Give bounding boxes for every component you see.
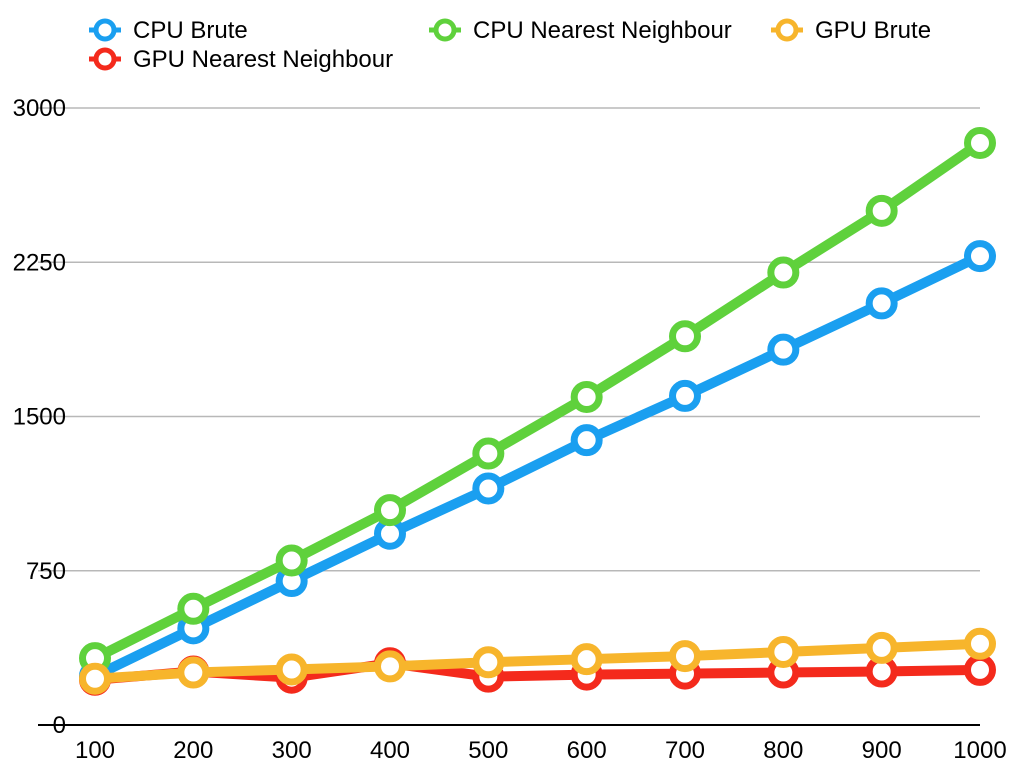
data-point	[767, 256, 800, 289]
data-point	[669, 640, 701, 673]
legend-item: CPU Brute	[89, 17, 248, 44]
data-point	[472, 437, 505, 470]
legend-label: CPU Nearest Neighbour	[473, 17, 732, 44]
series-cpu-nearest-neighbour	[79, 126, 996, 675]
data-point	[767, 333, 800, 366]
legend-label: GPU Nearest Neighbour	[133, 46, 393, 73]
data-point	[767, 635, 800, 668]
data-point	[570, 380, 603, 413]
data-point	[275, 653, 308, 686]
legend-marker	[93, 18, 117, 42]
data-point	[177, 592, 210, 625]
series-line	[90, 137, 985, 664]
x-tick-label: 800	[763, 737, 803, 764]
data-point	[865, 631, 898, 664]
series-lines	[79, 126, 996, 696]
data-point	[964, 126, 996, 159]
legend-label: CPU Brute	[133, 17, 248, 44]
data-point	[570, 424, 603, 457]
series-line	[90, 638, 985, 684]
x-tick-label: 700	[665, 737, 705, 764]
legend-item: GPU Brute	[771, 17, 931, 44]
y-axis-tick-labels: 0 750 1500 2250 3000	[13, 95, 66, 739]
data-point	[79, 662, 111, 695]
legend-marker	[775, 18, 799, 42]
data-point	[964, 240, 996, 273]
x-tick-label: 900	[862, 737, 902, 764]
x-tick-label: 400	[370, 737, 410, 764]
data-point	[472, 646, 505, 679]
grid-lines	[38, 107, 980, 726]
y-tick-label: 750	[26, 558, 66, 585]
legend-marker	[93, 47, 117, 71]
data-point	[570, 643, 603, 676]
x-tick-label: 200	[173, 737, 213, 764]
data-point	[865, 194, 898, 227]
data-point	[964, 653, 996, 686]
legend-marker	[433, 18, 457, 42]
x-tick-label: 300	[272, 737, 312, 764]
y-tick-label: 0	[53, 712, 66, 739]
x-tick-label: 1000	[953, 737, 1006, 764]
legend-label: GPU Brute	[815, 17, 931, 44]
series-line	[90, 251, 985, 682]
x-axis-tick-labels: 100 200 300 400 500 600 700 800 900 1000	[75, 737, 1007, 764]
y-tick-label: 1500	[13, 404, 66, 431]
data-point	[865, 287, 898, 320]
data-point	[669, 320, 701, 353]
legend-item: GPU Nearest Neighbour	[89, 46, 393, 73]
x-tick-label: 500	[468, 737, 508, 764]
legend-item: CPU Nearest Neighbour	[429, 17, 732, 44]
series-cpu-brute	[79, 240, 996, 693]
data-point	[472, 472, 505, 505]
y-tick-label: 3000	[13, 95, 66, 122]
series-gpu-brute	[79, 627, 996, 695]
x-tick-label: 100	[75, 737, 115, 764]
data-point	[669, 379, 701, 412]
data-point	[964, 627, 996, 660]
data-point	[177, 656, 210, 689]
x-tick-label: 600	[567, 737, 607, 764]
data-point	[275, 544, 308, 577]
data-point	[374, 494, 406, 527]
y-tick-label: 2250	[13, 249, 66, 276]
data-point	[374, 650, 406, 683]
